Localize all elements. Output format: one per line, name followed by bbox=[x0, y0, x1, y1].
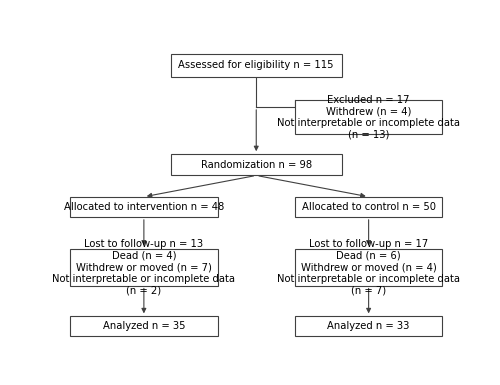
Text: Excluded n = 17
Withdrew (n = 4)
Not interpretable or incomplete data
(n = 13): Excluded n = 17 Withdrew (n = 4) Not int… bbox=[277, 95, 460, 140]
Text: Assessed for eligibility n = 115: Assessed for eligibility n = 115 bbox=[178, 60, 334, 70]
FancyBboxPatch shape bbox=[295, 249, 442, 286]
FancyBboxPatch shape bbox=[295, 316, 442, 336]
Text: Allocated to intervention n = 48: Allocated to intervention n = 48 bbox=[64, 202, 224, 212]
Text: Analyzed n = 35: Analyzed n = 35 bbox=[102, 321, 185, 331]
Text: Lost to follow-up n = 17
Dead (n = 6)
Withdrew or moved (n = 4)
Not interpretabl: Lost to follow-up n = 17 Dead (n = 6) Wi… bbox=[277, 239, 460, 295]
FancyBboxPatch shape bbox=[70, 316, 218, 336]
FancyBboxPatch shape bbox=[295, 100, 442, 134]
FancyBboxPatch shape bbox=[295, 197, 442, 217]
FancyBboxPatch shape bbox=[70, 249, 218, 286]
Text: Analyzed n = 33: Analyzed n = 33 bbox=[328, 321, 410, 331]
Text: Lost to follow-up n = 13
Dead (n = 4)
Withdrew or moved (n = 7)
Not interpretabl: Lost to follow-up n = 13 Dead (n = 4) Wi… bbox=[52, 239, 236, 295]
FancyBboxPatch shape bbox=[171, 54, 342, 77]
Text: Allocated to control n = 50: Allocated to control n = 50 bbox=[302, 202, 436, 212]
FancyBboxPatch shape bbox=[171, 154, 342, 176]
Text: Randomization n = 98: Randomization n = 98 bbox=[200, 160, 312, 170]
FancyBboxPatch shape bbox=[70, 197, 218, 217]
